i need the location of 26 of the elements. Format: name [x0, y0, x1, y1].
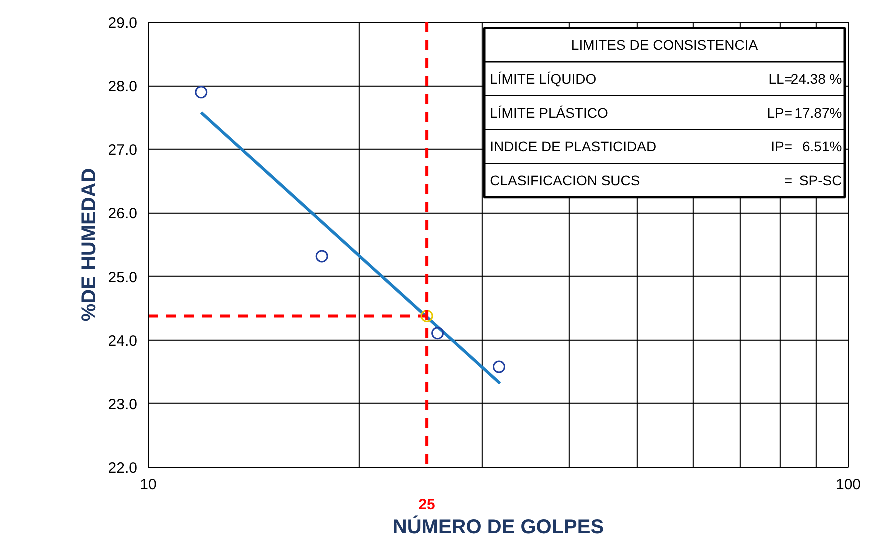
y-tick-label: 23.0 — [108, 396, 138, 414]
ref-line-label: 25 — [418, 496, 436, 514]
annotation: LIMITES DE CONSISTENCIA — [571, 37, 759, 54]
y-tick-label: 25.0 — [108, 269, 138, 286]
x-tick-label: 100 — [836, 476, 862, 494]
annotation: IP= — [771, 138, 793, 155]
y-tick-label: 28.0 — [108, 78, 138, 96]
y-tick-label: 29.0 — [108, 15, 138, 32]
y-tick-label: 22.0 — [108, 460, 138, 477]
annotation: LÍMITE PLÁSTICO — [490, 104, 608, 121]
annotation: 24.38 % — [790, 71, 842, 88]
annotation: 17.87% — [794, 104, 842, 121]
y-tick-label: 27.0 — [108, 142, 138, 160]
annotation: = — [784, 172, 793, 188]
annotation: CLASIFICACION SUCS — [490, 172, 640, 188]
annotation: INDICE DE PLASTICIDAD — [490, 138, 657, 155]
y-tick-label: 26.0 — [108, 206, 138, 223]
annotation: LL= — [768, 71, 792, 88]
annotation: 6.51% — [802, 138, 842, 155]
x-axis-title: NÚMERO DE GOLPES — [392, 516, 604, 538]
annotation: LP= — [767, 104, 793, 121]
annotation: LÍMITE LÍQUIDO — [490, 71, 597, 88]
annotation: SP-SC — [799, 172, 842, 188]
y-tick-label: 24.0 — [108, 332, 138, 350]
x-tick-label: 10 — [140, 476, 157, 494]
y-axis-title: %DE HUMEDAD — [78, 168, 100, 322]
